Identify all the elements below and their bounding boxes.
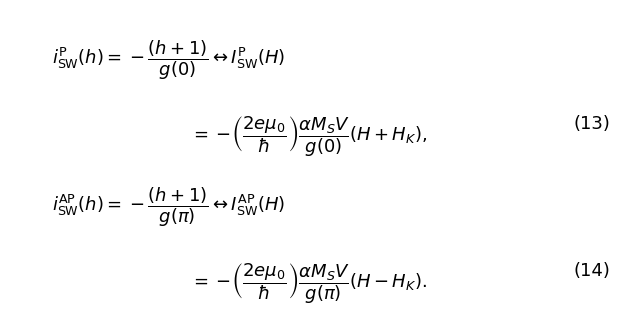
Text: $= -\!\left(\dfrac{2e\mu_0}{\hbar}\right)\dfrac{\alpha M_S V}{g(\pi)}(H - H_K).$: $= -\!\left(\dfrac{2e\mu_0}{\hbar}\right… [190,262,427,306]
Text: $i_{\mathrm{SW}}^{\mathrm{P}}(h) = -\dfrac{(h+1)}{g(0)} \leftrightarrow I_{\math: $i_{\mathrm{SW}}^{\mathrm{P}}(h) = -\dfr… [52,38,285,82]
Text: $i_{\mathrm{SW}}^{\mathrm{AP}}(h) = -\dfrac{(h+1)}{g(\pi)} \leftrightarrow I_{\m: $i_{\mathrm{SW}}^{\mathrm{AP}}(h) = -\df… [52,185,285,229]
Text: (14): (14) [574,262,611,280]
Text: (13): (13) [574,115,611,133]
Text: $= -\!\left(\dfrac{2e\mu_0}{\hbar}\right)\dfrac{\alpha M_S V}{g(0)}(H + H_K),$: $= -\!\left(\dfrac{2e\mu_0}{\hbar}\right… [190,115,427,159]
